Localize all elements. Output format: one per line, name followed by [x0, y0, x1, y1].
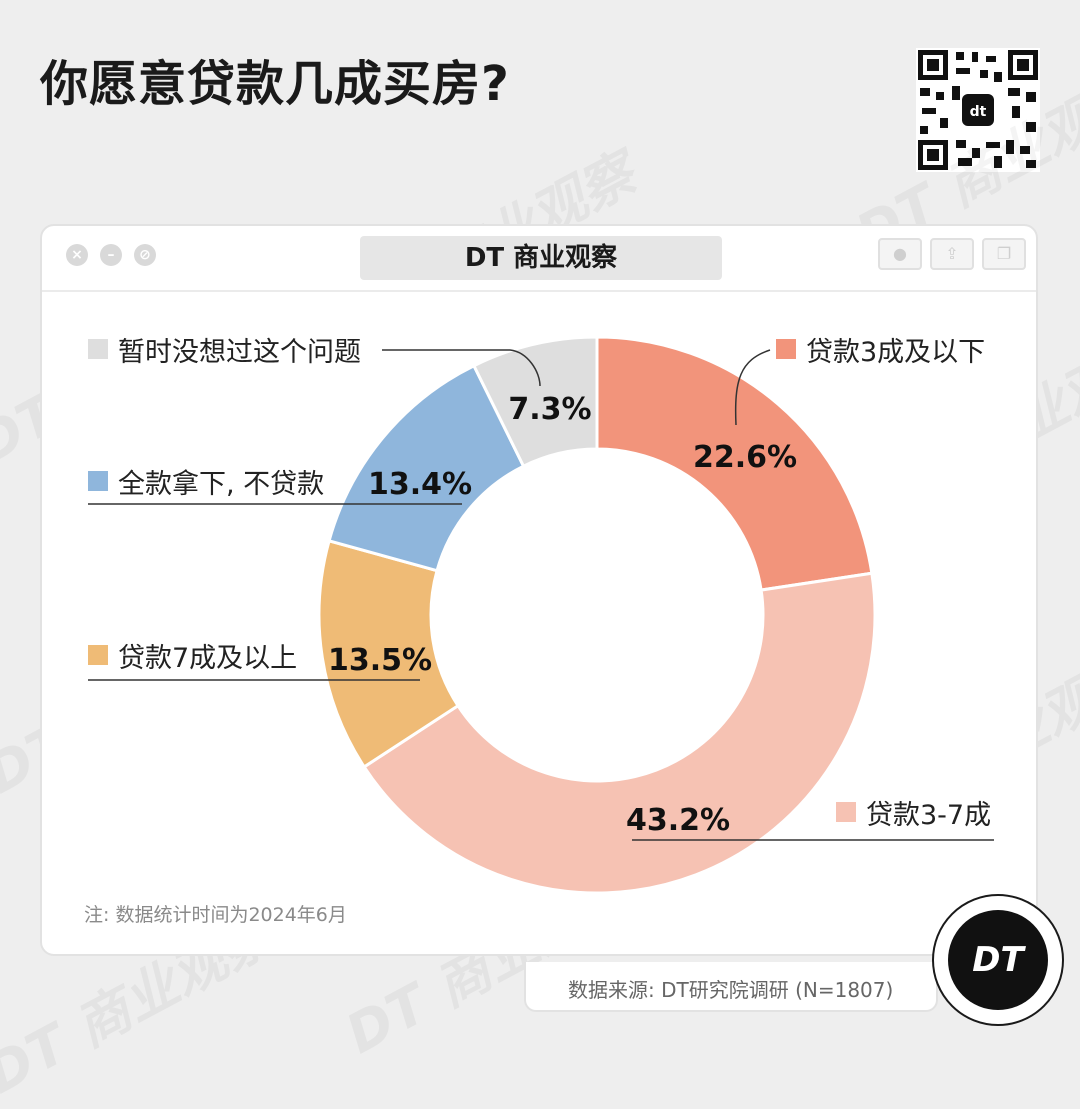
window-tab-title: DT 商业观察: [360, 236, 722, 280]
donut-slice-2: [362, 571, 877, 895]
value-label-1: 22.6%: [693, 440, 797, 475]
window-copy-icon[interactable]: ❐: [982, 238, 1026, 270]
legend-swatch-2: [836, 802, 856, 822]
legend-label-1: 贷款3成及以下: [806, 337, 985, 368]
legend-label-3: 贷款7成及以上: [118, 643, 297, 674]
legend-swatch-5: [88, 339, 108, 359]
value-label-4: 13.4%: [368, 467, 472, 502]
legend-swatch-1: [776, 339, 796, 359]
close-icon[interactable]: ×: [66, 244, 88, 266]
value-label-3: 13.5%: [328, 643, 432, 678]
page-title: 你愿意贷款几成买房?: [40, 56, 510, 112]
donut-slice-5: [471, 335, 599, 469]
qr-code: dt: [916, 48, 1040, 172]
svg-text:dt: dt: [970, 104, 987, 120]
legend-label-5: 暂时没想过这个问题: [118, 337, 361, 368]
value-label-2: 43.2%: [626, 803, 730, 838]
record-icon[interactable]: ●: [878, 238, 922, 270]
value-label-5: 7.3%: [508, 392, 591, 427]
dt-logo: DT: [948, 910, 1048, 1010]
legend-label-2: 贷款3-7成: [866, 800, 991, 831]
chart-note: 注: 数据统计时间为2024年6月: [84, 904, 347, 926]
leader-line-1: [734, 349, 771, 426]
legend-swatch-3: [88, 645, 108, 665]
leader-line-5: [382, 349, 541, 387]
dt-logo-badge: DT: [932, 894, 1064, 1026]
data-source: 数据来源: DT研究院调研 (N=1807): [568, 978, 894, 1002]
window-titlebar: × – ⊘ DT 商业观察 ● ⇪ ❐: [42, 226, 1036, 292]
source-tab: [524, 962, 938, 1012]
minimize-icon[interactable]: –: [100, 244, 122, 266]
share-icon[interactable]: ⇪: [930, 238, 974, 270]
maximize-icon[interactable]: ⊘: [134, 244, 156, 266]
donut-slice-1: [595, 335, 874, 592]
legend-swatch-4: [88, 471, 108, 491]
legend-label-4: 全款拿下, 不贷款: [118, 469, 324, 500]
